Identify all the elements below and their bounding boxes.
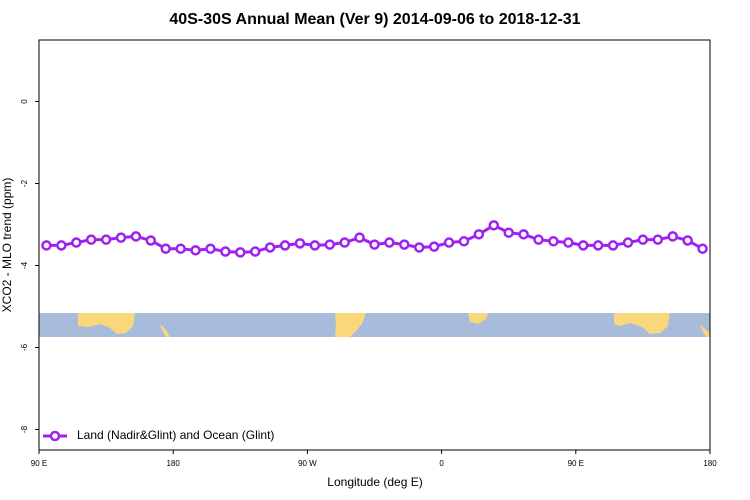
x-tick-label: 0 [439, 459, 444, 468]
x-tick-label: 90 E [31, 459, 47, 468]
data-point [175, 243, 186, 254]
chart-title: 40S-30S Annual Mean (Ver 9) 2014-09-06 t… [169, 11, 580, 28]
data-point [682, 235, 693, 246]
data-point [324, 239, 336, 250]
data-point [160, 243, 171, 254]
map-strip [39, 313, 710, 337]
data-point [56, 240, 67, 251]
y-tick-label: -6 [20, 343, 29, 351]
data-point [264, 242, 276, 253]
data-point [548, 236, 559, 247]
data-point [130, 231, 142, 242]
data-point [622, 237, 634, 248]
data-point [607, 240, 619, 251]
legend-label: Land (Nadir&Glint) and Ocean (Glint) [77, 428, 274, 442]
data-point [205, 243, 216, 254]
data-point [578, 240, 589, 251]
data-point [294, 238, 306, 249]
data-point [41, 240, 52, 251]
y-axis-label: XCO2 - MLO trend (ppm) [0, 178, 14, 313]
data-point [71, 237, 82, 248]
data-point [697, 243, 708, 254]
data-point [100, 234, 112, 245]
data-point [488, 220, 500, 231]
data-point [339, 237, 350, 248]
x-tick-label: 90 E [568, 459, 584, 468]
data-point [413, 242, 425, 253]
data-point [667, 231, 678, 242]
data-point [503, 227, 514, 238]
y-tick-label: 0 [20, 99, 29, 104]
data-point [220, 246, 231, 257]
data-point [190, 245, 201, 256]
data-point [235, 247, 246, 258]
y-tick-label: -4 [20, 261, 29, 269]
data-point [637, 234, 649, 245]
data-point [652, 234, 664, 245]
data-point [533, 234, 544, 245]
data-point [443, 237, 455, 248]
x-tick-label: 180 [703, 459, 717, 468]
x-tick-label: 180 [167, 459, 181, 468]
data-point [145, 235, 157, 246]
data-point [115, 232, 127, 243]
data-point [369, 239, 380, 250]
y-tick-label: -8 [20, 425, 29, 433]
data-point [473, 229, 485, 240]
plot-frame [38, 39, 711, 451]
y-tick-label: -2 [20, 179, 29, 187]
data-point [354, 232, 365, 243]
data-point [384, 237, 395, 248]
data-point [428, 241, 440, 252]
data-point [399, 239, 410, 250]
data-point [518, 229, 529, 240]
data-point [563, 237, 574, 248]
x-axis-label: Longitude (deg E) [327, 475, 422, 489]
legend-marker [49, 430, 61, 442]
data-point [458, 236, 470, 247]
data-point [279, 240, 291, 251]
data-point [85, 234, 97, 245]
data-point [309, 240, 321, 251]
data-point [592, 240, 604, 251]
data-point [249, 246, 261, 257]
x-tick-label: 90 W [298, 459, 317, 468]
